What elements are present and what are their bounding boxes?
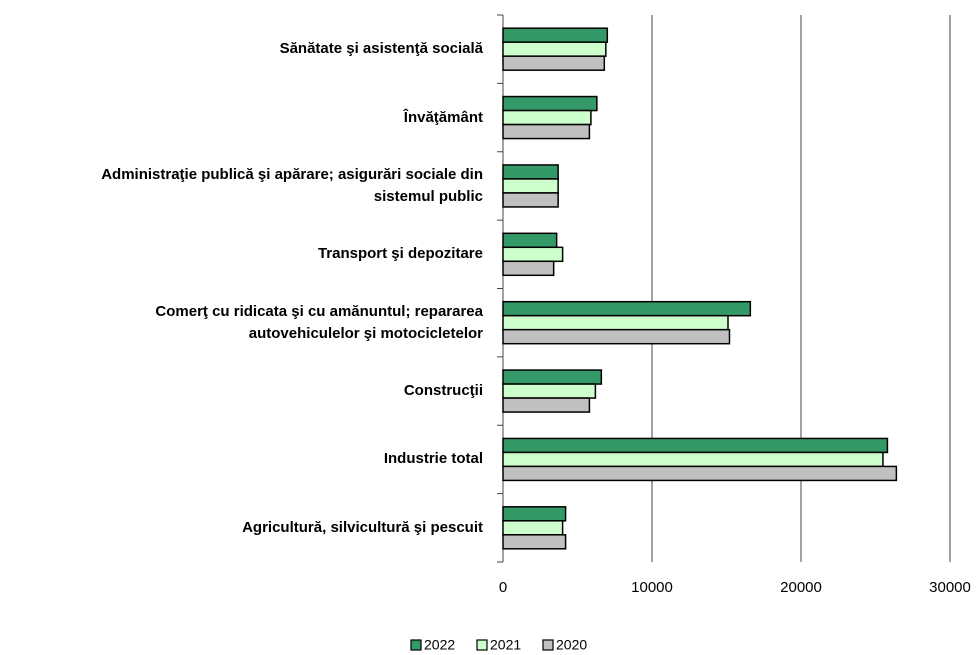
bar [502,27,609,43]
legend-label: 2020 [556,637,587,653]
bar [502,520,564,536]
bar [502,369,603,385]
y-tick-label: Industrie total [383,450,483,468]
bar [502,192,559,208]
bar [502,437,889,454]
x-tick-label: 20000 [780,579,822,596]
bar [502,397,591,413]
bar [502,232,558,249]
bar [502,178,559,194]
y-tick-label: Comerţ cu ridicata şi cu amănuntul; repa… [155,302,483,342]
bar [502,465,898,482]
y-tick-label: Învăţământ [403,108,483,126]
legend-swatch [542,639,554,651]
x-tick-label: 0 [499,579,507,596]
bar [502,328,731,345]
bar [502,260,555,277]
legend-label: 2022 [424,637,455,653]
bar [502,55,606,71]
legend-swatch [410,639,422,651]
y-tick-label: Transport şi depozitare [317,245,483,263]
y-tick-label: Sănătate şi asistenţă socială [279,40,483,58]
bar [502,123,591,140]
bar [502,451,884,468]
bar [502,246,564,263]
bar [502,314,729,331]
bar [502,109,592,126]
y-tick-label: Agricultură, silvicultură şi pescuit [242,518,483,536]
bar [502,506,567,522]
bar [502,534,567,550]
y-tick-label: Administraţie publică şi apărare; asigur… [101,165,483,205]
y-tick-label: Construcţii [403,382,483,400]
bar [502,41,607,57]
x-tick-label: 10000 [631,579,673,596]
bar [502,383,597,399]
x-tick-label: 30000 [929,579,971,596]
bar [502,164,559,180]
bar [502,95,598,112]
bar [502,300,752,317]
legend-label: 2021 [490,637,521,653]
legend-swatch [476,639,488,651]
